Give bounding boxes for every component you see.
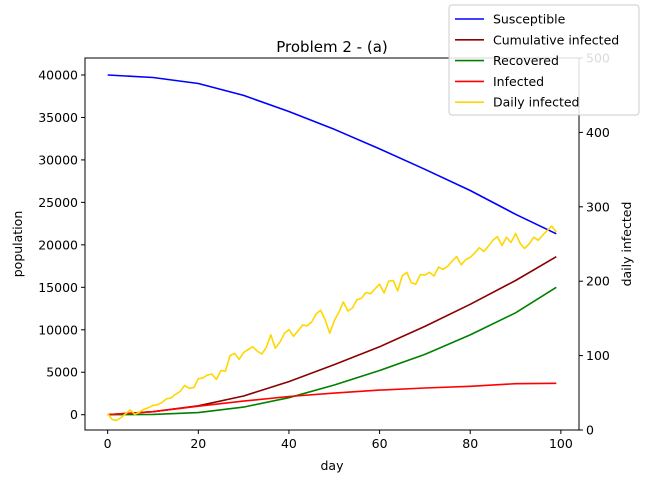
y-right-tick-label: 200 [586,274,610,289]
x-tick-label: 100 [549,436,573,451]
axes-layer [84,57,580,431]
series-line-susceptible [107,74,557,235]
y-tick-label: 0 [70,407,78,422]
x-tick-label: 60 [372,436,388,451]
y-tick-label: 20000 [38,237,78,252]
legend-label: Daily infected [493,95,580,110]
y-right-tick-label: 300 [586,199,610,214]
legend-label: Susceptible [493,12,566,27]
y-tick-label: 35000 [38,110,78,125]
series-line-infected [107,382,557,416]
legend-label: Cumulative infected [493,32,619,47]
chart-title: Problem 2 - (a) [276,38,387,56]
series-line-daily-infected [107,225,557,422]
x-axis-label: day [321,458,345,473]
y-tick-label: 5000 [46,365,78,380]
y-tick-label: 30000 [38,152,78,167]
y-right-tick-label: 100 [586,348,610,363]
legend: Susceptible Cumulative infected Recovered I… [448,4,640,116]
legend-label: Infected [493,74,544,89]
y-tick-label: 10000 [38,322,78,337]
legend-frame [448,4,640,116]
legend-label: Recovered [493,53,559,68]
plot-frame [84,57,580,431]
series-line-recovered [107,286,557,416]
y-tick-label: 40000 [38,67,78,82]
y-tick-label: 15000 [38,280,78,295]
x-tick-label: 0 [104,436,112,451]
series-layer [107,74,557,422]
x-tick-label: 20 [190,436,206,451]
x-tick-label: 40 [281,436,297,451]
plot-area [85,58,579,430]
x-tick-label: 80 [462,436,478,451]
y-right-tick-label: 0 [586,423,594,438]
y-right-tick-label: 400 [586,125,610,140]
y-tick-label: 25000 [38,195,78,210]
y-axis-label: population [10,211,25,278]
y-axis-right-label: daily infected [619,202,634,287]
